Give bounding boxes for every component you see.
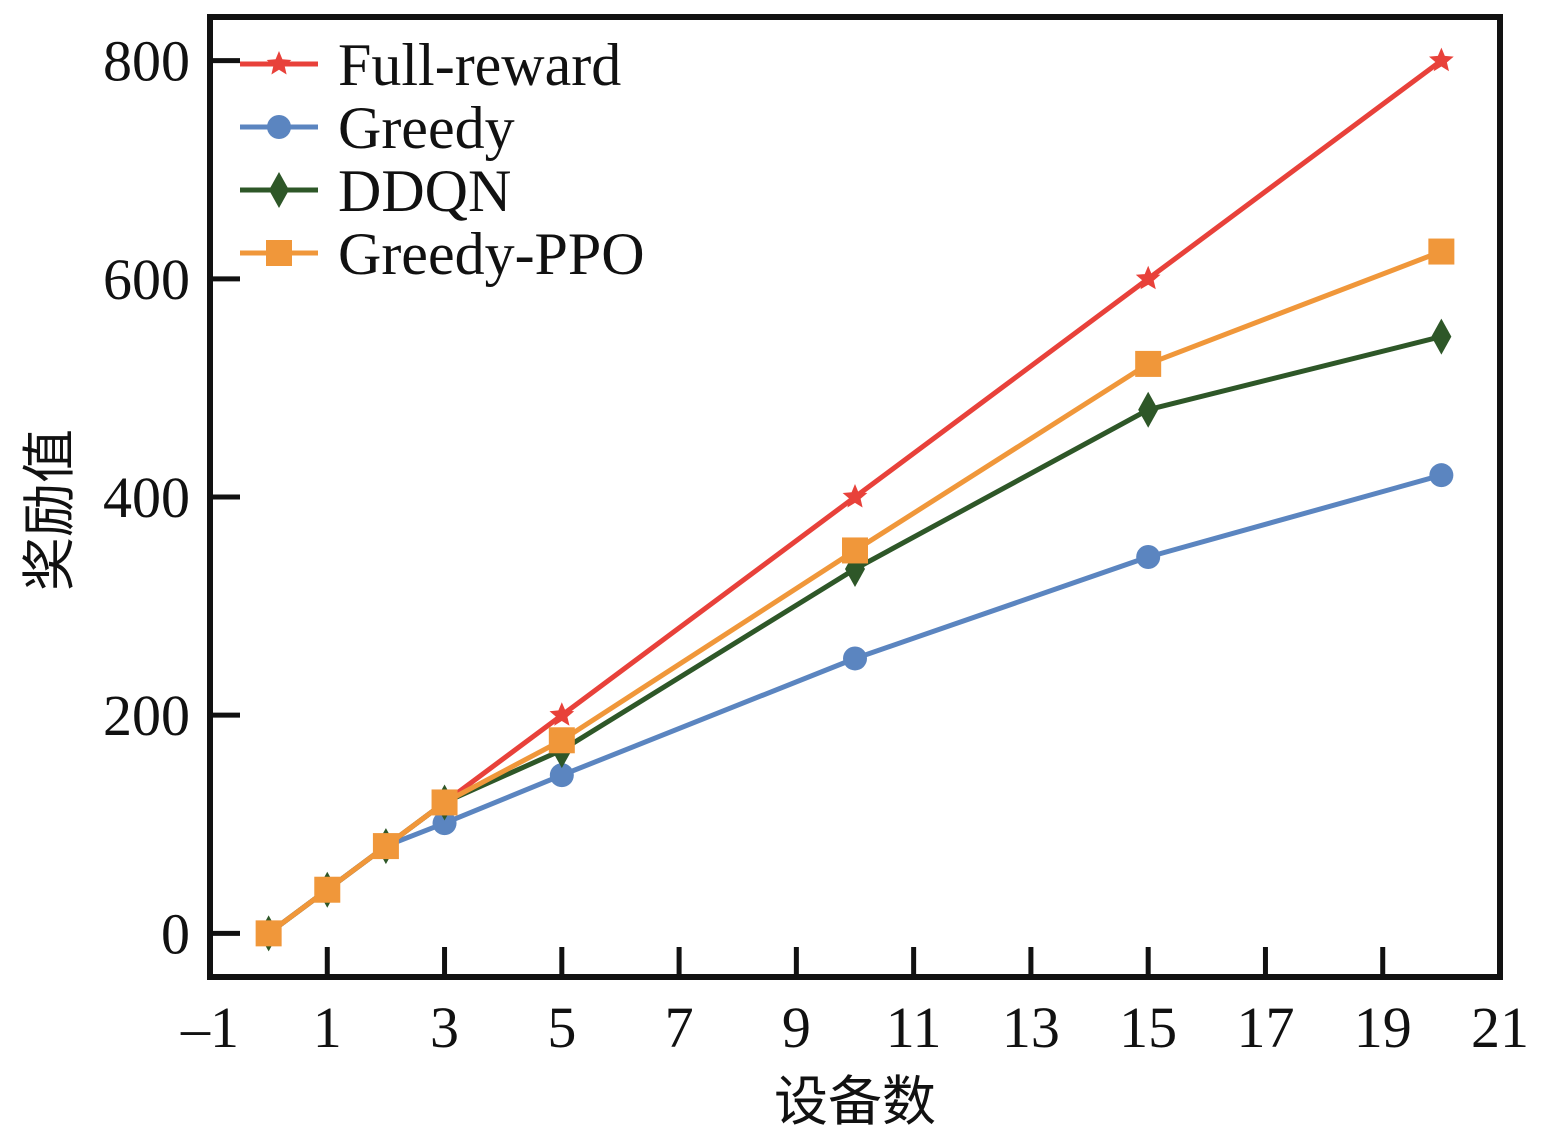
x-axis: –1 1 3 5 7 9 11 13 15 17 19 21 <box>180 947 1529 1060</box>
legend-item: Greedy <box>240 95 515 161</box>
x-tick-label: 9 <box>782 995 811 1060</box>
data-point <box>548 727 575 754</box>
x-tick-label: 15 <box>1119 995 1177 1060</box>
data-point <box>1136 545 1161 569</box>
x-tick-label: 17 <box>1236 995 1294 1060</box>
legend-marker <box>266 51 292 75</box>
legend-marker <box>269 172 289 208</box>
series-layer <box>255 47 1455 952</box>
legend-item: Greedy-PPO <box>240 221 645 287</box>
x-tick-label: 7 <box>665 995 694 1060</box>
legend-label: DDQN <box>338 158 511 224</box>
x-tick-label: 11 <box>886 995 942 1060</box>
x-tick-label: 19 <box>1354 995 1412 1060</box>
legend-marker <box>267 115 291 139</box>
y-tick-label: 400 <box>103 465 190 530</box>
x-tick-label: 1 <box>313 995 342 1060</box>
x-tick-label: –1 <box>180 995 239 1060</box>
legend-label: Greedy-PPO <box>338 221 645 287</box>
y-axis-title: 奖励值 <box>18 429 81 591</box>
data-point <box>372 833 399 860</box>
data-point <box>549 702 575 726</box>
data-point <box>1429 47 1454 72</box>
data-point <box>314 876 341 903</box>
x-tick-label: 3 <box>430 995 459 1060</box>
x-tick-label: 21 <box>1471 995 1529 1060</box>
data-point <box>431 789 458 816</box>
x-axis-title: 设备数 <box>774 1070 936 1133</box>
data-point <box>1429 463 1454 488</box>
y-tick-label: 200 <box>103 683 190 748</box>
x-tick-label: 5 <box>547 995 576 1060</box>
y-axis: 0 200 400 600 800 <box>103 29 240 966</box>
legend-item: DDQN <box>240 158 511 224</box>
data-point <box>1428 238 1455 265</box>
x-tick-label: 13 <box>1002 995 1060 1060</box>
data-point <box>1135 265 1161 290</box>
legend-label: Full-reward <box>338 32 621 98</box>
legend-label: Greedy <box>338 95 515 161</box>
y-tick-label: 600 <box>103 247 190 312</box>
series-line <box>267 334 1443 936</box>
series-ddqn <box>258 318 1452 952</box>
data-point <box>1431 318 1452 355</box>
y-tick-label: 0 <box>161 901 190 966</box>
data-point <box>432 811 457 836</box>
y-tick-label: 800 <box>103 29 190 94</box>
data-point <box>255 920 282 947</box>
data-point <box>842 537 868 564</box>
data-point <box>1138 391 1159 428</box>
series-greedy-ppo <box>255 238 1455 947</box>
data-point <box>549 763 574 788</box>
data-point <box>842 484 868 508</box>
legend-item: Full-reward <box>240 32 621 98</box>
data-point <box>843 646 867 671</box>
legend-marker <box>266 240 292 266</box>
series-greedy <box>256 463 1454 946</box>
data-point <box>1135 350 1162 377</box>
